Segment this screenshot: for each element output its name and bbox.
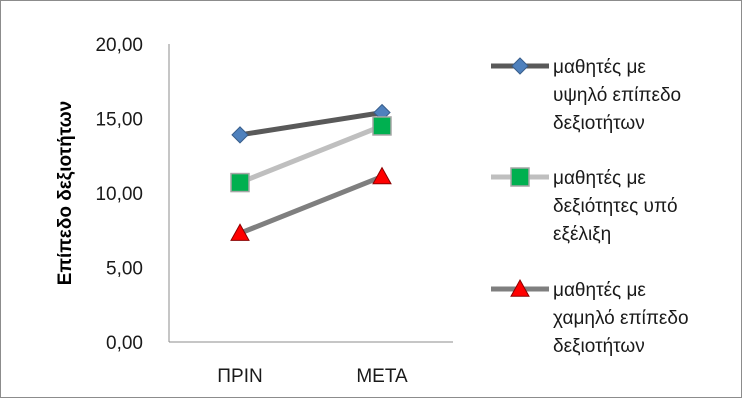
y-tick-label: 10,00 <box>95 184 143 205</box>
y-axis-title: Επίπεδο δεξιοτήτων <box>55 101 76 285</box>
data-point-marker <box>231 126 249 144</box>
data-point-marker <box>230 223 250 241</box>
legend-entry-3: μαθητές με χαμηλό επίπεδο δεξιοτήτων <box>491 278 689 357</box>
legend-entry-1: μαθητές με υψηλό επίπεδο δεξιοτήτων <box>491 57 681 134</box>
y-tick-label: 0,00 <box>106 333 143 354</box>
legend-label: δεξιοτήτων <box>553 336 645 357</box>
y-axis-ticks: 0,00 5,00 10,00 15,00 20,00 <box>95 35 143 354</box>
y-tick-label: 20,00 <box>95 35 143 56</box>
series-3 <box>230 166 392 241</box>
legend-marker <box>511 57 529 75</box>
series-line <box>237 110 385 138</box>
data-point-marker <box>372 166 392 185</box>
series-2 <box>230 116 392 193</box>
data-point-marker <box>230 172 250 193</box>
legend-label: υψηλό επίπεδο <box>553 85 681 106</box>
legend-marker <box>510 167 530 187</box>
legend-entry-2: μαθητές με δεξιότητες υπό εξέλιξη <box>491 167 678 245</box>
legend-label: δεξιοτήτων <box>553 113 645 134</box>
x-tick-label: ΜΕΤΑ <box>356 366 408 387</box>
series-1 <box>231 103 391 144</box>
y-tick-label: 15,00 <box>95 110 143 131</box>
legend-label: μαθητές με <box>553 280 646 301</box>
series-line <box>237 123 385 186</box>
legend-label: μαθητές με <box>553 57 646 78</box>
x-tick-label: ΠΡΙΝ <box>217 366 262 387</box>
series-group <box>230 103 392 241</box>
legend-label: εξέλιξη <box>553 224 611 245</box>
x-axis-ticks: ΠΡΙΝ ΜΕΤΑ <box>217 366 408 387</box>
legend-marker <box>510 278 530 297</box>
series-line <box>237 174 385 236</box>
legend-label: χαμηλό επίπεδο <box>553 308 689 329</box>
y-tick-label: 5,00 <box>106 259 143 280</box>
data-point-marker <box>372 116 392 136</box>
legend-label: δεξιότητες υπό <box>553 196 678 217</box>
legend-label: μαθητές με <box>553 168 646 189</box>
